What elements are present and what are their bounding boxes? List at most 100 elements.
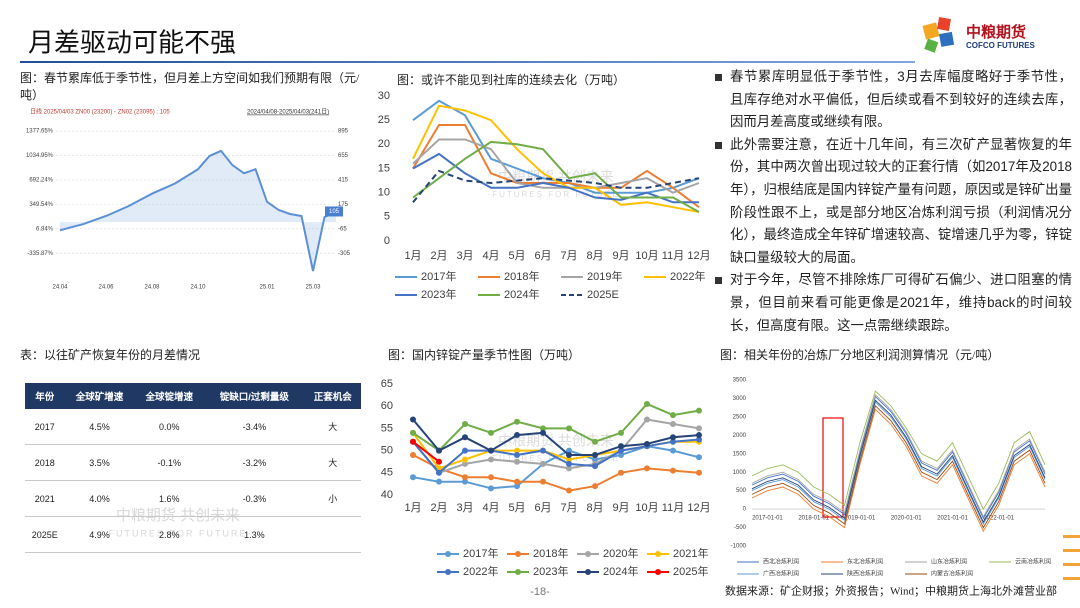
- marker: [644, 416, 650, 423]
- marker: [644, 400, 650, 407]
- marker: [618, 429, 624, 436]
- y-tick-label: 692.24%: [29, 178, 53, 184]
- logo-name-en: COFCO FUTURES: [966, 41, 1036, 50]
- marker: [514, 452, 520, 459]
- table-cell: 1.6%: [134, 480, 205, 517]
- marker: [696, 407, 702, 414]
- x-tick-label: 2018-01-01: [798, 516, 829, 522]
- line: [412, 402, 700, 452]
- y-tick-label: 55: [381, 422, 393, 434]
- marker: [566, 465, 572, 472]
- x-tick-label: 11月: [662, 502, 684, 514]
- marker: [696, 425, 702, 432]
- x-tick-label: 24.08: [144, 285, 160, 291]
- chart-caption: 图：或许不能见到社库的连续去化（万吨）: [397, 73, 626, 87]
- y-tick-label: 50: [381, 445, 393, 457]
- marker: [436, 458, 442, 465]
- marker: [410, 429, 416, 436]
- line: [751, 408, 1046, 533]
- line: [412, 152, 699, 204]
- legend-label: 2022年: [463, 564, 498, 578]
- marker: [696, 436, 702, 443]
- x-tick-label: 25.01: [259, 285, 275, 291]
- x-tick-label: 3月: [456, 502, 473, 514]
- marker: [514, 478, 520, 485]
- line: [751, 401, 1046, 525]
- table-header-cell: 锭缺口/过剩量级: [204, 383, 305, 409]
- x-tick-label: 24.06: [98, 285, 114, 291]
- table-cell: 小: [304, 480, 361, 517]
- table-header-cell: 全球锭增速: [134, 383, 205, 409]
- y-tick-label: 60: [381, 400, 393, 412]
- marker: [540, 447, 546, 454]
- legend-label: 2025E: [587, 289, 619, 301]
- bullet: 春节累库明显低于季节性，3月去库幅度略好于季节性，且库存绝对水平偏低，但后续或看…: [714, 66, 1072, 134]
- y-tick-label: 15: [378, 162, 390, 174]
- marker: [462, 478, 468, 485]
- line: [412, 140, 700, 213]
- line: [412, 454, 700, 492]
- marker: [566, 460, 572, 467]
- marker: [514, 458, 520, 465]
- title-rule: [20, 61, 915, 63]
- x-tick-label: 9月: [612, 502, 629, 514]
- table-header: 年份 全球矿增速 全球锭增速 锭缺口/过剩量级 正套机会: [25, 383, 361, 409]
- y-tick-label: 0: [384, 235, 390, 247]
- marker: [462, 456, 468, 463]
- marker: [696, 432, 702, 439]
- y-tick-label: 1377.65%: [26, 129, 54, 135]
- marker: [540, 478, 546, 485]
- chart-range: 2024/04/08-2025/04/03(241日): [247, 109, 329, 116]
- x-tick-label: 2017-01-01: [752, 516, 783, 522]
- x-tick-label: 25.03: [305, 285, 321, 291]
- y2-tick-label: -305: [338, 251, 351, 257]
- marker: [670, 467, 676, 474]
- table-cell: 2.8%: [134, 516, 205, 553]
- y-tick-label: 3500: [733, 378, 747, 384]
- table-row: 2025E 4.9% 2.8% 1.3%: [25, 516, 361, 553]
- legend-marker: [515, 551, 521, 557]
- marker: [462, 434, 468, 441]
- marker: [514, 447, 520, 454]
- y-tick-label: 349.54%: [29, 202, 53, 208]
- legend-marker: [655, 551, 661, 557]
- x-tick-label: 2021-01-01: [937, 516, 968, 522]
- marker: [618, 443, 624, 450]
- y-tick-label: 6.84%: [36, 226, 54, 232]
- x-tick-label: 24.10: [190, 285, 206, 291]
- legend-label: 2020年: [603, 546, 638, 560]
- x-tick-label: 9月: [612, 250, 629, 262]
- y-tick-label: 65: [381, 378, 393, 390]
- marker: [514, 432, 520, 439]
- legend-label: 内蒙古冶炼利润: [931, 570, 973, 578]
- x-tick-label: 8月: [586, 250, 603, 262]
- table-cell: 4.9%: [64, 516, 135, 553]
- legend-label: 2022年: [670, 269, 705, 283]
- marker: [566, 487, 572, 494]
- y2-tick-label: 415: [338, 178, 349, 184]
- x-tick-label: 11月: [662, 250, 684, 262]
- y-tick-label: 30: [378, 90, 390, 102]
- table-header-cell: 全球矿增速: [64, 383, 135, 409]
- y-tick-label: 40: [381, 489, 393, 501]
- marker: [436, 478, 442, 485]
- y-tick-label: 10: [378, 187, 390, 199]
- table-row: 2018 3.5% -0.1% -3.2% 大: [25, 444, 361, 481]
- table-cell: 2021: [25, 480, 65, 517]
- legend-marker: [515, 569, 521, 575]
- line: [412, 418, 700, 474]
- y-tick-label: -1000: [731, 544, 747, 550]
- source-note: 数据来源：矿企财报；外资报告；Wind；中粮期货上海北外滩营业部: [725, 584, 1057, 598]
- marker: [540, 460, 546, 467]
- table-cell: 4.5%: [64, 409, 135, 445]
- marker: [592, 452, 598, 459]
- x-tick-label: 2月: [430, 250, 447, 262]
- legend-label: 2021年: [673, 546, 708, 560]
- marker: [514, 418, 520, 425]
- watermark-sub: ·FUTURES FOR FUTURE·: [488, 190, 625, 199]
- marker: [592, 463, 598, 470]
- legend-label: 2025年: [673, 564, 708, 578]
- table-row: 2017 4.5% 0.0% -3.4% 大: [25, 409, 361, 445]
